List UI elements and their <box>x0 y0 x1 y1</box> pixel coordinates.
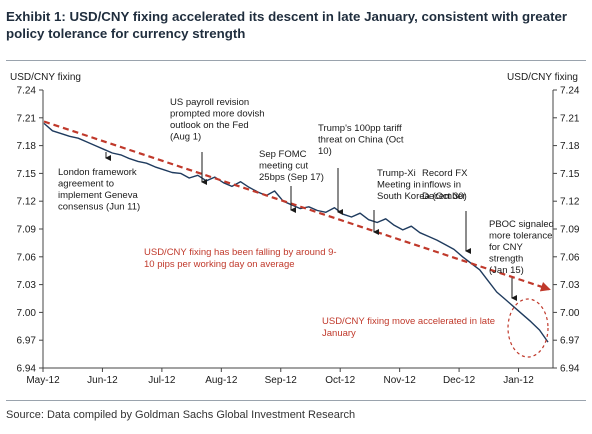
highlight-ellipse <box>507 298 549 358</box>
annotation-7: PBOC signaled more tolerance for CNY streng… <box>489 219 554 276</box>
y-tick-label-left: 7.03 <box>17 280 37 291</box>
y-tick-label-left: 7.24 <box>17 86 37 97</box>
y-tick-label-right: 6.94 <box>560 364 580 375</box>
x-tick-label: Jan-12 <box>503 375 534 386</box>
y-tick-label-right: 7.00 <box>560 308 580 319</box>
annotation-4: Trump's 100pp tariff threat on China (Oct… <box>318 123 404 157</box>
annotation-3: Sep FOMC meeting cut 25bps (Sep 17) <box>259 149 324 183</box>
y-tick-label-right: 7.03 <box>560 280 580 291</box>
source-note: Source: Data compiled by Goldman Sachs G… <box>6 409 356 421</box>
y-tick-label-left: 7.15 <box>17 169 37 180</box>
y-tick-label-left: 6.97 <box>17 336 37 347</box>
y-tick-label-left: 7.18 <box>17 141 37 152</box>
y-tick-label-right: 7.21 <box>560 113 580 124</box>
y-axis-label-right: USD/CNY fixing <box>507 72 578 83</box>
annotation-5: Trump-Xi Meeting in South Korea (Oct 30) <box>377 168 467 202</box>
y-tick-label-right: 7.24 <box>560 86 580 97</box>
y-tick-label-right: 7.18 <box>560 141 580 152</box>
y-tick-label-left: 7.12 <box>17 197 37 208</box>
x-tick-label: Jun-12 <box>87 375 118 386</box>
trend-line <box>43 120 551 292</box>
x-tick-label: Aug-12 <box>205 375 238 386</box>
y-tick-label-left: 7.21 <box>17 113 37 124</box>
y-tick-label-left: 7.06 <box>17 252 37 263</box>
x-tick-label: Sep-12 <box>265 375 298 386</box>
x-tick-label: Oct-12 <box>325 375 355 386</box>
y-tick-label-right: 6.97 <box>560 336 580 347</box>
annotation-8: USD/CNY fixing has been falling by aroun… <box>144 247 337 270</box>
x-tick-label: Dec-12 <box>443 375 476 386</box>
y-tick-label-left: 7.00 <box>17 308 37 319</box>
x-tick-label: Nov-12 <box>384 375 417 386</box>
chart-title: Exhibit 1: USD/CNY fixing accelerated it… <box>6 9 568 41</box>
annotation-6: Record FX inflows in December <box>422 168 468 202</box>
y-tick-label-right: 7.09 <box>560 225 580 236</box>
y-axis-label-left: USD/CNY fixing <box>10 72 81 83</box>
y-tick-label-left: 6.94 <box>17 364 37 375</box>
x-tick-label: Jul-12 <box>148 375 176 386</box>
series-line-usdcny <box>43 122 549 343</box>
x-tick-label: May-12 <box>26 375 60 386</box>
bottom-divider <box>6 400 586 401</box>
top-divider <box>6 60 586 61</box>
annotation-2: US payroll revision prompted more dovish o… <box>170 97 265 143</box>
annotation-1: London framework agreement to implement Ge… <box>58 167 140 213</box>
annotation-9: USD/CNY fixing move accelerated in late J… <box>322 316 495 339</box>
y-tick-label-right: 7.12 <box>560 197 580 208</box>
y-tick-label-left: 7.09 <box>17 225 37 236</box>
y-tick-label-right: 7.15 <box>560 169 580 180</box>
y-tick-label-right: 7.06 <box>560 252 580 263</box>
